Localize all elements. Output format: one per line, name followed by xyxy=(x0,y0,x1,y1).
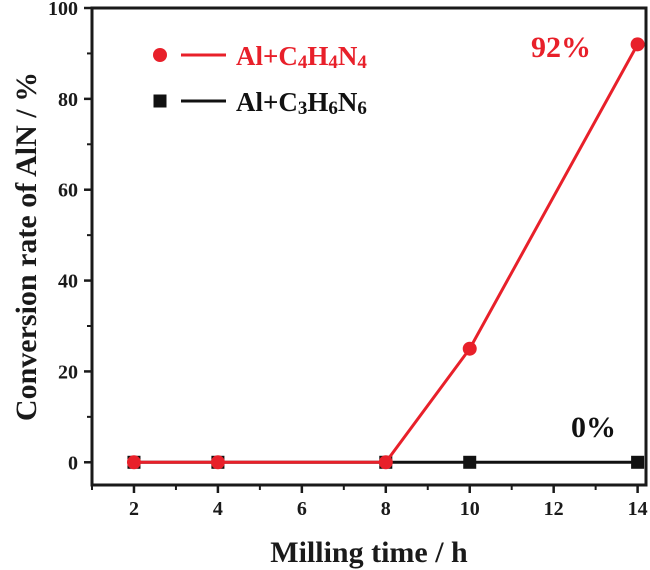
y-tick-label: 60 xyxy=(58,180,78,202)
legend-item: Al+C3H6N6 xyxy=(153,87,367,119)
data-point xyxy=(463,455,477,469)
x-tick-label: 8 xyxy=(381,498,391,520)
y-tick-label: 80 xyxy=(58,89,78,111)
data-point xyxy=(378,455,393,470)
data-point xyxy=(631,455,645,469)
y-axis-title: Conversion rate of AlN / % xyxy=(10,72,43,421)
y-tick-label: 0 xyxy=(68,452,78,474)
x-tick-label: 12 xyxy=(544,498,564,520)
annotation-max: 92% xyxy=(531,31,591,64)
legend-item: Al+C4H4N4 xyxy=(153,41,367,73)
legend-marker xyxy=(153,94,167,108)
x-tick-label: 10 xyxy=(460,498,480,520)
series-al-c4h4n4 xyxy=(126,37,645,470)
plot-frame xyxy=(90,6,648,487)
axes: 2 4 6 8 10 12 14 0 20 40 60 80 100 xyxy=(48,0,648,520)
x-tick-label: 4 xyxy=(213,498,223,520)
y-tick-label: 100 xyxy=(48,0,78,20)
legend-marker xyxy=(153,48,167,62)
x-tick-label: 6 xyxy=(297,498,307,520)
legend-label: Al+C4H4N4 xyxy=(236,41,367,73)
x-tick-label: 14 xyxy=(628,498,648,520)
annotations: 92% 0% xyxy=(531,31,616,444)
data-point xyxy=(630,37,645,52)
data-point xyxy=(462,341,477,356)
x-axis-title: Milling time / h xyxy=(270,536,468,569)
data-point xyxy=(126,455,141,470)
legend-label: Al+C3H6N6 xyxy=(236,87,367,119)
legend: Al+C4H4N4 Al+C3H6N6 xyxy=(153,41,367,119)
annotation-zero: 0% xyxy=(571,411,616,444)
series-line xyxy=(133,43,639,464)
y-tick-label: 20 xyxy=(58,361,78,383)
data-point xyxy=(210,455,225,470)
y-tick-label: 40 xyxy=(58,271,78,293)
series-layer xyxy=(126,37,645,470)
x-tick-label: 2 xyxy=(129,498,139,520)
